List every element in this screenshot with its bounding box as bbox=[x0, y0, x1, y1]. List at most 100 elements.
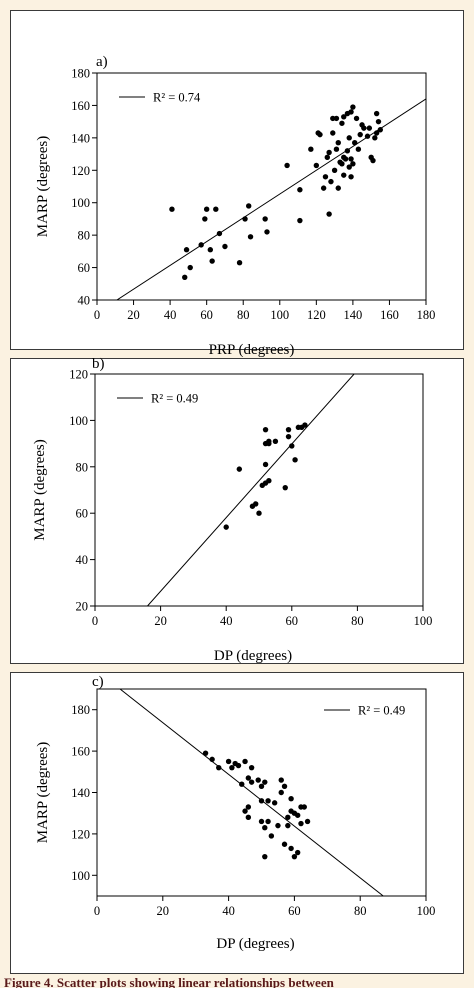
data-point-a bbox=[348, 109, 354, 115]
panel-label-a: a) bbox=[96, 54, 108, 70]
data-point-c bbox=[285, 822, 291, 829]
data-point-b bbox=[289, 443, 295, 449]
y-tick-label-b: 60 bbox=[76, 507, 89, 521]
data-point-c bbox=[281, 841, 288, 847]
x-tick-label-b: 100 bbox=[414, 614, 433, 628]
data-point-c bbox=[202, 750, 209, 756]
data-point-a bbox=[377, 127, 384, 133]
data-point-a bbox=[346, 164, 352, 170]
data-point-b bbox=[292, 457, 298, 463]
data-point-a bbox=[361, 125, 367, 131]
plot-area-c bbox=[96, 688, 427, 897]
data-point-c bbox=[301, 804, 307, 810]
data-point-b bbox=[223, 524, 229, 530]
panel-b-frame bbox=[10, 358, 464, 664]
data-point-c bbox=[245, 775, 252, 781]
data-point-a bbox=[209, 258, 215, 264]
data-point-c bbox=[291, 853, 298, 860]
data-point-a bbox=[169, 206, 175, 212]
y-tick-label-c: 100 bbox=[71, 869, 90, 883]
y-tick-label-c: 120 bbox=[71, 827, 90, 841]
data-point-a bbox=[346, 135, 352, 141]
data-point-b bbox=[302, 422, 308, 428]
data-point-b bbox=[266, 478, 272, 484]
data-point-a bbox=[342, 156, 349, 162]
y-tick-label-b: 20 bbox=[76, 600, 89, 614]
data-point-b bbox=[266, 440, 272, 447]
data-point-c bbox=[304, 818, 311, 825]
x-tick-label-c: 0 bbox=[94, 904, 100, 918]
x-axis-label-b: DP (degrees) bbox=[214, 648, 292, 664]
data-point-c bbox=[235, 762, 242, 769]
panel-c-frame bbox=[10, 672, 464, 974]
data-point-a bbox=[352, 140, 358, 146]
legend-label-a: R² = 0.74 bbox=[153, 91, 201, 105]
data-point-a bbox=[350, 161, 356, 167]
data-point-c bbox=[262, 779, 268, 785]
regression-line-a bbox=[116, 98, 426, 300]
x-tick-label-a: 180 bbox=[417, 308, 436, 322]
data-point-b bbox=[285, 426, 292, 433]
x-axis-label-c: DP (degrees) bbox=[216, 936, 294, 952]
y-tick-label-a: 60 bbox=[78, 261, 91, 275]
data-point-c bbox=[239, 781, 245, 787]
data-point-c bbox=[255, 777, 261, 783]
x-axis-label-a: PRP (degrees) bbox=[209, 342, 295, 358]
data-point-c bbox=[288, 845, 294, 852]
x-tick-label-a: 20 bbox=[127, 308, 140, 322]
data-point-c bbox=[245, 804, 252, 810]
data-point-a bbox=[355, 146, 362, 152]
data-point-a bbox=[297, 217, 303, 224]
data-point-a bbox=[375, 118, 382, 125]
data-point-a bbox=[335, 140, 341, 146]
data-point-b bbox=[256, 510, 262, 516]
data-point-c bbox=[209, 756, 215, 763]
data-point-a bbox=[308, 146, 314, 152]
data-point-c bbox=[245, 814, 252, 821]
x-tick-label-c: 40 bbox=[222, 904, 235, 918]
regression-line-c bbox=[119, 689, 384, 896]
y-tick-label-c: 180 bbox=[71, 703, 90, 717]
y-tick-label-a: 80 bbox=[78, 229, 91, 243]
data-point-c bbox=[298, 820, 304, 827]
x-tick-label-a: 0 bbox=[94, 308, 100, 322]
data-point-b bbox=[253, 501, 259, 507]
panel-c: 0 20 40 60 80 100 100 120 140 160 180 DP (degrees) M… bbox=[35, 674, 435, 952]
data-point-a bbox=[324, 154, 330, 161]
data-point-a bbox=[348, 174, 354, 180]
panel-label-c: c) bbox=[92, 674, 104, 690]
data-point-b bbox=[272, 438, 279, 444]
data-point-c bbox=[271, 800, 278, 806]
data-point-a bbox=[317, 131, 323, 138]
y-tick-label-c: 140 bbox=[71, 786, 90, 800]
x-tick-label-b: 60 bbox=[286, 614, 299, 628]
panel-a-frame bbox=[10, 10, 464, 350]
data-point-c bbox=[216, 764, 222, 771]
data-point-c bbox=[248, 779, 255, 785]
data-point-a bbox=[333, 146, 340, 152]
data-point-b bbox=[282, 484, 288, 491]
plot-area-b bbox=[94, 373, 424, 607]
data-point-a bbox=[335, 185, 341, 191]
data-point-c bbox=[265, 798, 271, 804]
data-point-c bbox=[278, 789, 284, 796]
plot-area-a bbox=[96, 72, 427, 301]
x-tick-label-b: 0 bbox=[92, 614, 98, 628]
data-point-a bbox=[341, 172, 347, 178]
legend-label-b: R² = 0.49 bbox=[151, 392, 198, 406]
data-point-a bbox=[373, 130, 380, 136]
data-point-a bbox=[264, 229, 270, 235]
x-tick-label-a: 160 bbox=[380, 308, 399, 322]
panel-a: 0 20 40 60 80 100 120 140 160 180 40 60 80 100 120 140 1… bbox=[35, 54, 435, 358]
x-tick-label-c: 60 bbox=[288, 904, 301, 918]
data-point-a bbox=[216, 230, 223, 237]
x-tick-label-a: 80 bbox=[237, 308, 250, 322]
y-tick-label-a: 160 bbox=[71, 99, 90, 113]
data-point-c bbox=[258, 818, 265, 825]
figure-caption: Figure 4. Scatter plots showing linear r… bbox=[4, 976, 334, 988]
data-point-a bbox=[370, 157, 376, 164]
data-point-c bbox=[288, 796, 294, 802]
data-point-a bbox=[313, 162, 320, 169]
data-point-a bbox=[198, 242, 204, 248]
